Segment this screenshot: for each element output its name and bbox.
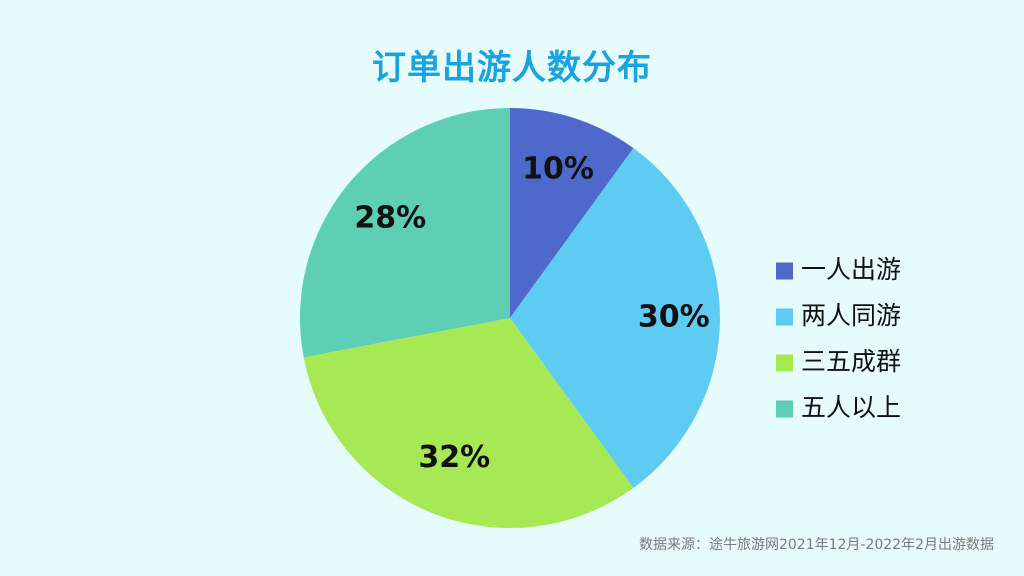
legend-label-3: 三五成群 xyxy=(801,347,901,376)
data-source-note: 数据来源：途牛旅游网2021年12月-2022年2月出游数据 xyxy=(638,537,994,553)
slice-label-1: 10% xyxy=(522,152,594,187)
pie-slice-1 xyxy=(510,108,634,318)
legend-swatch-1 xyxy=(776,262,793,280)
pie-labels: 10% 30% 32% 28% xyxy=(354,152,709,475)
legend-swatch-3 xyxy=(776,354,793,372)
pie-slice-4 xyxy=(300,108,510,358)
pie-slices xyxy=(300,108,720,528)
slice-label-4: 28% xyxy=(354,200,426,235)
slice-label-2: 30% xyxy=(638,300,710,335)
slice-label-3: 32% xyxy=(418,440,490,475)
chart-title: 订单出游人数分布 xyxy=(372,48,652,88)
legend-swatch-4 xyxy=(776,400,793,418)
legend-swatch-2 xyxy=(776,308,793,326)
legend-label-1: 一人出游 xyxy=(801,255,901,284)
pie-slice-2 xyxy=(510,148,720,488)
legend-label-2: 两人同游 xyxy=(801,301,901,330)
legend-label-4: 五人以上 xyxy=(801,393,901,422)
pie-slice-3 xyxy=(303,318,634,528)
